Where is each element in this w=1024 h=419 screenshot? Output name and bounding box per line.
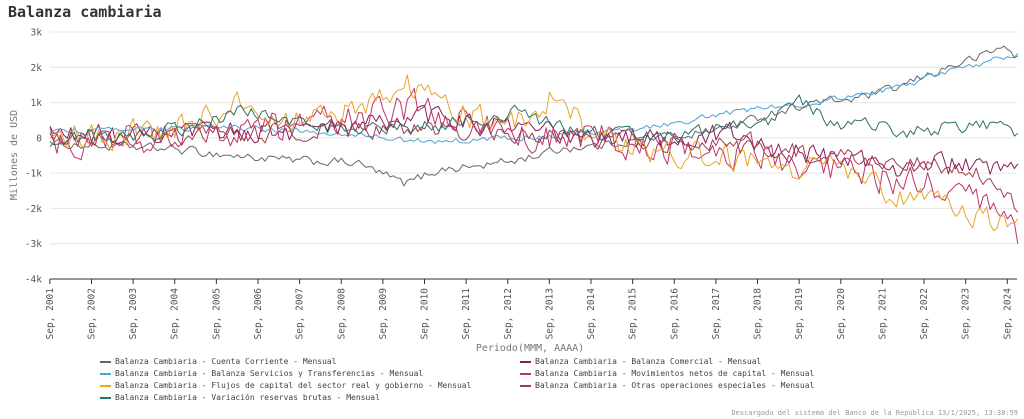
- legend-label: Balanza Cambiaria - Flujos de capital de…: [115, 381, 472, 390]
- legend-item[interactable]: Balanza Cambiaria - Movimientos netos de…: [520, 369, 814, 378]
- x-tick-label: Sep, 2009: [378, 288, 389, 340]
- legend-label: Balanza Cambiaria - Movimientos netos de…: [535, 369, 815, 378]
- series-line: [49, 74, 1019, 232]
- legend-swatch: [100, 396, 111, 399]
- series-line: [49, 53, 1019, 144]
- legend-swatch: [520, 372, 531, 375]
- x-tick-label: Sep, 2002: [86, 288, 97, 339]
- series-line: [49, 104, 1019, 177]
- x-tick-label: Sep, 2003: [128, 288, 139, 339]
- series-line: [49, 94, 1019, 146]
- chart-title: Balanza cambiaria: [8, 3, 162, 21]
- x-tick-label: Sep, 2008: [336, 288, 347, 340]
- y-axis-ticks: 3k 2k 1k 0 -1k -2k -3k -4k: [25, 28, 42, 286]
- y-tick-label: -2k: [25, 204, 42, 215]
- legend-label: Balanza Cambiaria - Balanza Servicios y …: [115, 369, 424, 378]
- x-tick-label: Sep, 2014: [586, 288, 597, 340]
- x-tick-label: Sep, 2024: [1002, 288, 1013, 340]
- y-tick-label: 3k: [31, 28, 43, 39]
- x-tick-label: Sep, 2019: [794, 288, 805, 340]
- x-tick-label: Sep, 2018: [753, 288, 764, 340]
- x-tick-label: Sep, 2005: [211, 288, 222, 339]
- series-line: [49, 118, 1019, 213]
- legend-item[interactable]: Balanza Cambiaria - Balanza Comercial - …: [520, 357, 761, 366]
- x-tick-label: Sep, 2013: [544, 288, 555, 339]
- y-tick-label: -1k: [25, 169, 42, 180]
- legend-swatch: [520, 360, 531, 363]
- y-tick-label: 2k: [31, 63, 43, 74]
- x-tick-label: Sep, 2007: [295, 288, 306, 339]
- legend-label: Balanza Cambiaria - Otras operaciones es…: [535, 381, 815, 390]
- x-tick-label: Sep, 2021: [877, 288, 888, 340]
- legend-label: Balanza Cambiaria - Balanza Comercial - …: [535, 357, 762, 366]
- legend-swatch: [100, 372, 111, 375]
- series-line: [49, 45, 1019, 187]
- x-tick-label: Sep, 2004: [170, 288, 181, 340]
- x-axis-title: Periodo(MMM, AAAA): [476, 343, 584, 354]
- y-axis-title: Millones de USD: [9, 110, 20, 200]
- x-tick-label: Sep, 2001: [45, 288, 56, 340]
- x-tick-label: Sep, 2023: [961, 288, 972, 339]
- series-lines: [49, 45, 1019, 245]
- legend-swatch: [100, 360, 111, 363]
- x-tick-label: Sep, 2011: [461, 288, 472, 340]
- legend-label: Balanza Cambiaria - Cuenta Corriente - M…: [115, 357, 337, 366]
- x-tick-label: Sep, 2010: [420, 288, 431, 340]
- x-axis-ticks: Sep, 2001 Sep, 2002 Sep, 2003 Sep, 2004 Sep,…: [45, 279, 1013, 339]
- y-tick-label: 0: [36, 133, 42, 144]
- y-tick-label: -3k: [25, 239, 42, 250]
- download-footer: Descargado del sistema del Banco de la R…: [731, 409, 1018, 417]
- legend-item[interactable]: Balanza Cambiaria - Balanza Servicios y …: [100, 369, 423, 378]
- legend-swatch: [100, 384, 111, 387]
- x-tick-label: Sep, 2016: [669, 288, 680, 340]
- x-tick-label: Sep, 2017: [711, 288, 722, 339]
- x-tick-label: Sep, 2020: [836, 288, 847, 340]
- legend-item[interactable]: Balanza Cambiaria - Variación reservas b…: [100, 393, 380, 402]
- y-tick-label: 1k: [31, 98, 43, 109]
- legend-item[interactable]: Balanza Cambiaria - Otras operaciones es…: [520, 381, 814, 390]
- legend-swatch: [520, 384, 531, 387]
- series-line: [49, 87, 1019, 245]
- x-tick-label: Sep, 2015: [628, 288, 639, 339]
- y-tick-label: -4k: [25, 275, 42, 286]
- x-tick-label: Sep, 2012: [503, 288, 514, 339]
- legend-label: Balanza Cambiaria - Variación reservas b…: [115, 393, 380, 402]
- x-tick-label: Sep, 2022: [919, 288, 930, 339]
- legend-item[interactable]: Balanza Cambiaria - Flujos de capital de…: [100, 381, 471, 390]
- legend-item[interactable]: Balanza Cambiaria - Cuenta Corriente - M…: [100, 357, 337, 366]
- x-tick-label: Sep, 2006: [253, 288, 264, 340]
